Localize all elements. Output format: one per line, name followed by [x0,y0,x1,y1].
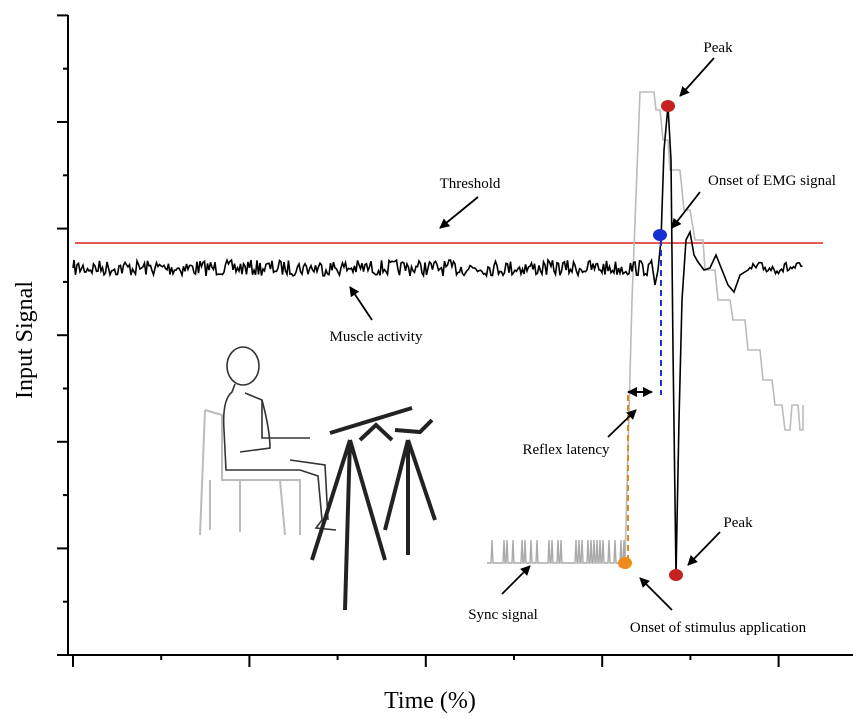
y-axis-label: Input Signal [12,281,38,399]
onset-dot [653,229,667,241]
peak-dot [661,100,675,112]
stimulus-trace [624,91,804,563]
annotation: Peak [703,40,733,56]
annotation: Muscle activity [330,329,423,345]
axes [67,15,853,656]
tripods [310,406,437,611]
annotation: Onset of EMG signal [708,173,836,189]
stimulus-dot [618,557,632,569]
arrow [439,196,479,229]
arrow [687,531,721,566]
annotation: Onset of stimulus application [630,620,807,636]
arrow [501,565,531,595]
peak-dot [669,569,683,581]
arrow [349,286,373,321]
x-axis-label: Time (%) [384,688,476,714]
arrow [639,577,673,611]
annotation: Reflex latency [522,442,610,458]
arrows [349,57,721,611]
sync-trace [487,539,626,564]
person [222,346,337,531]
annotation: Peak [723,515,753,531]
annotation: Threshold [440,176,501,192]
arrow [679,57,715,97]
ticks [57,14,780,667]
arrow [607,409,637,438]
emg-trace [72,105,803,576]
arrow [671,191,701,229]
chair [199,409,301,536]
annotation: Sync signal [468,607,538,623]
